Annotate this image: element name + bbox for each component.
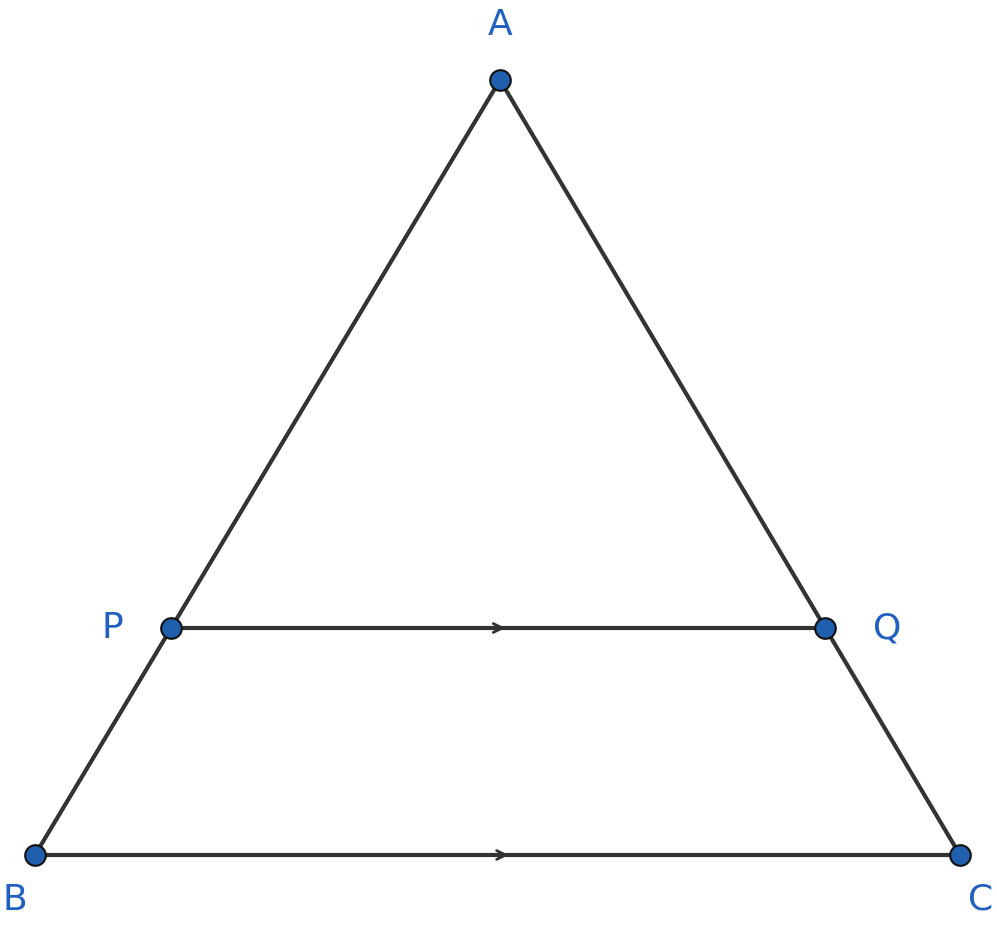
Point — [952, 847, 968, 862]
Text: P: P — [102, 611, 124, 645]
Text: Q: Q — [873, 611, 901, 645]
Text: C: C — [968, 883, 993, 917]
Text: A: A — [488, 8, 512, 42]
Point — [27, 847, 43, 862]
Text: B: B — [2, 883, 27, 917]
Point — [164, 620, 179, 635]
Point — [493, 72, 508, 87]
Point — [818, 620, 833, 635]
